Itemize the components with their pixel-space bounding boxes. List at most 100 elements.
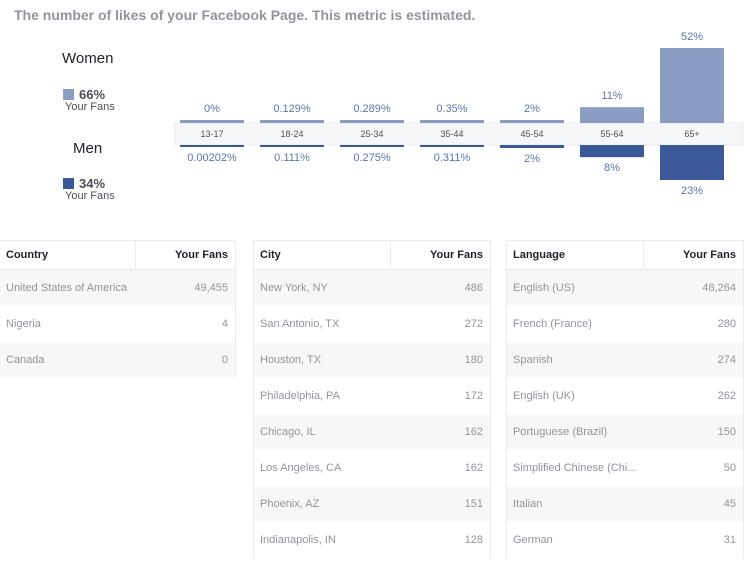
women-value-label: 0.289% (353, 103, 391, 115)
country-name-cell: Canada (6, 354, 45, 366)
language-table-row[interactable]: English (UK) 262 (507, 378, 743, 414)
country-name-cell: United States of America (6, 282, 128, 294)
city-table-row[interactable]: San Antonio, TX 272 (254, 306, 490, 342)
language-table-row[interactable]: German 31 (507, 522, 743, 558)
men-summary: Men (73, 140, 102, 157)
men-bar-18-24 (260, 145, 324, 147)
age-gender-chart: 0% 13-17 0.00202% 0.129% 18-24 0.111% 0.289% 25… (174, 31, 744, 197)
city-name-cell: Phoenix, AZ (260, 498, 320, 510)
men-value-label: 0.275% (353, 152, 391, 164)
men-swatch-icon (63, 178, 74, 190)
language-col-header[interactable]: Language (507, 241, 644, 269)
women-value-label: 0.35% (436, 103, 467, 115)
language-table-row[interactable]: French (France) 280 (507, 306, 743, 342)
city-name-cell: New York, NY (260, 282, 328, 294)
city-fans-cell: 180 (464, 354, 483, 366)
country-fans-cell: 0 (221, 354, 228, 366)
city-table-row[interactable]: Phoenix, AZ 151 (254, 486, 490, 522)
language-name-cell: Spanish (513, 354, 553, 366)
men-value-label: 8% (604, 162, 620, 174)
men-value-label: 2% (524, 153, 540, 165)
men-value-label: 23% (681, 185, 703, 197)
age-category-label: 18-24 (280, 129, 303, 139)
men-bar-65+ (660, 145, 724, 180)
language-fans-cell: 150 (717, 426, 736, 438)
language-fans-cell: 31 (723, 534, 736, 546)
age-category-label: 65+ (684, 129, 699, 139)
women-label: Women (62, 50, 114, 67)
age-category-label: 13-17 (200, 129, 223, 139)
men-value-label: 0.00202% (187, 152, 237, 164)
city-name-cell: Indianapolis, IN (260, 534, 336, 546)
language-table-row[interactable]: Simplified Chinese (Chi... 50 (507, 450, 743, 486)
country-col-header[interactable]: Country (0, 241, 136, 269)
men-sub: Your Fans (65, 190, 115, 203)
country-table-row[interactable]: Nigeria 4 (0, 306, 235, 342)
language-name-cell: Italian (513, 498, 543, 510)
women-bar-35-44 (420, 120, 484, 123)
country-table-header: Country Your Fans (0, 240, 235, 270)
language-fans-cell: 274 (717, 354, 736, 366)
women-value-label: 2% (524, 103, 540, 115)
country-fans-cell: 4 (221, 318, 228, 330)
women-summary: Women (62, 50, 113, 67)
language-table-row[interactable]: Portuguese (Brazil) 150 (507, 414, 743, 450)
city-table-row[interactable]: Indianapolis, IN 128 (254, 522, 490, 558)
women-sub: Your Fans (65, 101, 115, 114)
country-table: Country Your Fans United States of Ameri… (0, 240, 236, 378)
language-fans-cell: 48,264 (702, 282, 736, 294)
language-table-row[interactable]: Italian 45 (507, 486, 743, 522)
women-percent: 66% (79, 87, 106, 103)
language-table: Language Your Fans English (US) 48,264 Fre… (506, 240, 744, 558)
language-name-cell: German (513, 534, 553, 546)
country-name-cell: Nigeria (6, 318, 41, 330)
language-fans-cell: 262 (717, 390, 736, 402)
page-title: The number of likes of your Facebook Pag… (14, 7, 476, 23)
city-table: City Your Fans New York, NY 486 San Antoni… (253, 240, 491, 558)
age-category-label: 45-54 (520, 129, 543, 139)
city-table-row[interactable]: Philadelphia, PA 172 (254, 378, 490, 414)
men-bar-35-44 (420, 145, 484, 147)
men-bar-55-64 (580, 145, 644, 158)
language-fans-cell: 45 (723, 498, 736, 510)
women-value-label: 0% (204, 103, 220, 115)
women-bar-25-34 (340, 120, 404, 123)
women-bar-55-64 (580, 107, 644, 123)
age-category-label: 55-64 (600, 129, 623, 139)
women-bar-13-17 (180, 120, 244, 123)
women-value-label: 11% (601, 90, 622, 102)
country-fans-col-header[interactable]: Your Fans (175, 249, 228, 261)
women-bar-18-24 (260, 120, 324, 123)
city-fans-cell: 162 (464, 462, 483, 474)
women-swatch-icon (63, 89, 74, 101)
city-table-row[interactable]: Chicago, IL 162 (254, 414, 490, 450)
age-category-label: 35-44 (440, 129, 463, 139)
city-col-header[interactable]: City (254, 241, 391, 269)
language-table-header: Language Your Fans (507, 240, 743, 270)
men-bar-25-34 (340, 145, 404, 147)
women-bar-45-54 (500, 120, 564, 123)
city-table-row[interactable]: New York, NY 486 (254, 270, 490, 306)
men-percent: 34% (79, 176, 106, 192)
city-fans-cell: 162 (464, 426, 483, 438)
city-name-cell: Houston, TX (260, 354, 321, 366)
language-fans-cell: 50 (723, 462, 736, 474)
women-stat: 66% Your Fans (63, 86, 115, 113)
country-table-row[interactable]: United States of America 49,455 (0, 270, 235, 306)
city-table-row[interactable]: Houston, TX 180 (254, 342, 490, 378)
men-label: Men (73, 140, 103, 157)
city-fans-col-header[interactable]: Your Fans (430, 249, 483, 261)
city-name-cell: Los Angeles, CA (260, 462, 342, 474)
city-table-row[interactable]: Los Angeles, CA 162 (254, 450, 490, 486)
city-fans-cell: 272 (464, 318, 483, 330)
language-fans-col-header[interactable]: Your Fans (683, 249, 736, 261)
city-name-cell: Chicago, IL (260, 426, 316, 438)
men-bar-13-17 (180, 145, 244, 147)
women-bar-65+ (660, 48, 724, 123)
city-name-cell: Philadelphia, PA (260, 390, 340, 402)
country-table-row[interactable]: Canada 0 (0, 342, 235, 378)
men-value-label: 0.111% (274, 152, 310, 164)
city-name-cell: San Antonio, TX (260, 318, 340, 330)
language-table-row[interactable]: Spanish 274 (507, 342, 743, 378)
language-table-row[interactable]: English (US) 48,264 (507, 270, 743, 306)
